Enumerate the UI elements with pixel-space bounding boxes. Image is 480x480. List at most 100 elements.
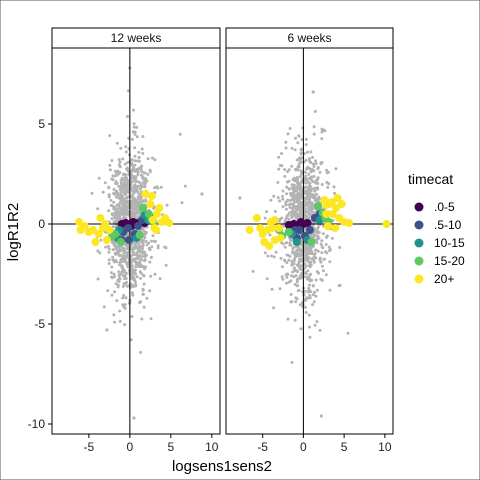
background-point [122,178,126,182]
data-point [147,192,156,200]
background-point [308,325,311,329]
background-point [314,278,318,282]
background-point [306,296,310,300]
background-point [138,250,142,254]
background-point [106,244,110,248]
background-point [308,160,312,164]
background-point [150,239,154,243]
outlier-point [238,196,242,200]
series-20 [75,190,174,246]
background-point [285,253,289,257]
background-point [338,283,342,287]
background-point [311,303,314,307]
background-point [269,198,273,202]
background-point [307,286,311,290]
background-point [139,183,143,187]
background-point [296,192,300,196]
background-point [312,210,316,214]
facet-label: 6 weeks [287,31,331,45]
background-point [120,176,124,180]
background-point [117,245,121,249]
background-point [102,305,106,309]
background-point [284,216,288,220]
data-point [284,228,293,236]
background-point [295,269,299,273]
background-point [139,168,143,172]
background-point [299,169,303,173]
background-point [150,245,154,249]
background-point [281,189,285,193]
data-point [84,228,93,236]
background-point [293,148,297,152]
background-point [291,270,295,274]
background-point [141,273,145,277]
data-point [276,234,285,242]
background-point [295,248,299,252]
background-point [305,191,309,195]
background-point [99,238,103,242]
background-point [292,266,296,270]
background-point [118,213,122,217]
background-point [138,276,142,280]
background-point [285,272,289,276]
background-point [304,137,308,141]
outlier-point [132,416,136,420]
background-point [165,203,169,207]
background-point [298,175,302,179]
background-point [136,246,139,250]
background-point [320,245,324,249]
background-point [136,211,140,215]
background-point [180,201,184,205]
background-point [143,267,146,271]
panel-border [225,47,394,435]
background-point [117,274,121,278]
background-point [119,272,123,276]
background-point [133,159,137,163]
x-tick-label: 5 [167,440,174,454]
background-point [96,207,100,211]
background-point [289,210,293,214]
background-point [279,256,283,260]
background-point [289,198,293,202]
background-point [129,243,133,247]
background-point [322,257,326,261]
background-point [112,192,116,196]
background-point [283,259,287,263]
background-point [297,262,301,266]
background-point [136,256,139,260]
y-tick-label: -5 [34,317,45,331]
background-point [287,258,291,262]
background-point [319,161,323,165]
background-point [132,257,136,261]
data-point [91,238,100,246]
data-point [256,224,265,232]
legend-swatch [414,256,424,266]
background-point [124,187,128,191]
background-point [118,319,122,323]
background-point [116,252,120,256]
background-point [135,125,139,129]
background-point [121,187,125,191]
background-point [133,206,137,210]
background-point [140,240,144,244]
data-point [307,238,316,246]
background-point [298,188,302,191]
background-point [132,125,136,129]
background-point [116,283,120,287]
background-point [303,271,307,275]
background-point [313,189,317,193]
background-point [325,235,328,239]
background-point [304,216,308,220]
background-point [306,290,310,294]
background-point [294,136,297,140]
series-20 [245,194,391,250]
legend-swatch [414,274,424,284]
background-point [276,196,280,200]
background-point [135,275,139,279]
background-point [303,196,307,200]
background-point [164,246,168,250]
background-point [125,166,129,170]
background-point [121,303,125,307]
background-point [307,184,311,187]
background-point [124,177,128,181]
